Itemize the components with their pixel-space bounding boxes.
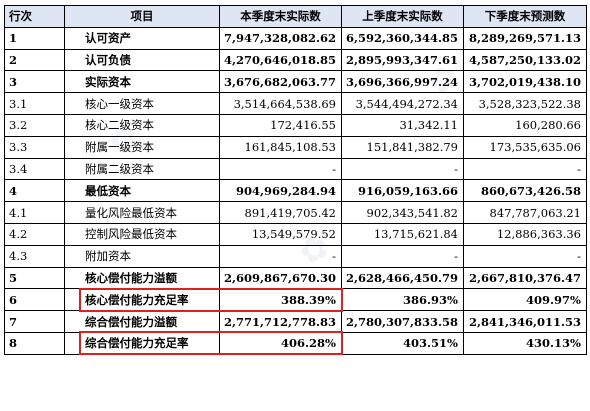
row-number-cell: 4.3 xyxy=(4,244,65,268)
row-number-cell: 3 xyxy=(4,70,65,94)
current-quarter-cell: 3,676,682,063.77 xyxy=(219,70,342,94)
item-name-cell: 核心偿付能力充足率 xyxy=(64,288,220,312)
current-quarter-cell: 3,514,664,538.69 xyxy=(219,92,342,115)
table-row: 4.1 量化风险最低资本 891,419,705.42 902,343,541.82 8… xyxy=(4,201,587,224)
table-row: 8 综合偿付能力充足率 406.28% 403.51% 430.13% xyxy=(4,331,587,355)
row-number-cell: 5 xyxy=(4,266,65,290)
forecast-cell: 847,787,063.21 xyxy=(463,201,587,224)
forecast-cell: 160,280.66 xyxy=(463,113,587,137)
forecast-cell: 409.97% xyxy=(463,288,587,312)
table-row: 1 认可资产 7,947,328,082.62 6,592,360,344.85 8,2… xyxy=(4,26,587,50)
item-name-cell: 核心一级资本 xyxy=(64,92,220,115)
header-row-number: 行次 xyxy=(4,5,65,28)
item-name-cell: 附属一级资本 xyxy=(64,135,220,159)
previous-quarter-cell: 151,841,382.79 xyxy=(341,135,464,159)
item-name-cell: 附属二级资本 xyxy=(64,157,220,181)
table-row: 6 核心偿付能力充足率 388.39% 386.93% 409.97% xyxy=(4,288,587,312)
table-row: 5 核心偿付能力溢额 2,609,867,670.30 2,628,466,450.7… xyxy=(4,266,587,290)
forecast-cell: 3,702,019,438.10 xyxy=(463,70,587,94)
current-quarter-cell: 388.39% xyxy=(219,288,342,312)
current-quarter-cell: 13,549,579.52 xyxy=(219,222,342,246)
row-number-cell: 6 xyxy=(4,288,65,312)
current-quarter-cell: 161,845,108.53 xyxy=(219,135,342,159)
item-name-cell: 最低资本 xyxy=(64,179,220,203)
row-number-cell: 4.1 xyxy=(4,201,65,224)
forecast-cell: 12,886,363.36 xyxy=(463,222,587,246)
current-quarter-cell: 2,771,712,778.83 xyxy=(219,310,342,333)
current-quarter-cell: 891,419,705.42 xyxy=(219,201,342,224)
current-quarter-cell: 172,416.55 xyxy=(219,113,342,137)
header-previous-quarter: 上季度末实际数 xyxy=(341,5,464,28)
previous-quarter-cell: 386.93% xyxy=(341,288,464,312)
previous-quarter-cell: 13,715,621.84 xyxy=(341,222,464,246)
previous-quarter-cell: - xyxy=(341,157,464,181)
row-number-cell: 1 xyxy=(4,26,65,50)
header-next-quarter-forecast: 下季度末预测数 xyxy=(463,5,587,28)
row-number-cell: 4 xyxy=(4,179,65,203)
previous-quarter-cell: 31,342.11 xyxy=(341,113,464,137)
table-row: 4.2 控制风险最低资本 13,549,579.52 13,715,621.84 12,… xyxy=(4,222,587,246)
previous-quarter-cell: 403.51% xyxy=(341,331,464,355)
current-quarter-cell: 2,609,867,670.30 xyxy=(219,266,342,290)
current-quarter-cell: - xyxy=(219,157,342,181)
forecast-cell: 430.13% xyxy=(463,331,587,355)
current-quarter-cell: 7,947,328,082.62 xyxy=(219,26,342,50)
forecast-cell: - xyxy=(463,157,587,181)
forecast-cell: - xyxy=(463,244,587,268)
previous-quarter-cell: 2,628,466,450.79 xyxy=(341,266,464,290)
previous-quarter-cell: - xyxy=(341,244,464,268)
table-row: 3.3 附属一级资本 161,845,108.53 151,841,382.79 173… xyxy=(4,135,587,159)
previous-quarter-cell: 902,343,541.82 xyxy=(341,201,464,224)
row-number-cell: 7 xyxy=(4,310,65,333)
previous-quarter-cell: 916,059,163.66 xyxy=(341,179,464,203)
previous-quarter-cell: 3,544,494,272.34 xyxy=(341,92,464,115)
table-row: 3.1 核心一级资本 3,514,664,538.69 3,544,494,272.3… xyxy=(4,92,587,115)
header-item: 项目 xyxy=(64,5,220,28)
row-number-cell: 3.4 xyxy=(4,157,65,181)
item-name-cell: 控制风险最低资本 xyxy=(64,222,220,246)
item-name-cell: 实际资本 xyxy=(64,70,220,94)
current-quarter-cell: 406.28% xyxy=(219,331,342,355)
row-number-cell: 4.2 xyxy=(4,222,65,246)
table-row: 7 综合偿付能力溢额 2,771,712,778.83 2,780,307,833.5… xyxy=(4,310,587,333)
table-row: 3.4 附属二级资本 - - - xyxy=(4,157,587,181)
forecast-cell: 3,528,323,522.38 xyxy=(463,92,587,115)
previous-quarter-cell: 2,780,307,833.58 xyxy=(341,310,464,333)
table-header-row: 行次 项目 本季度末实际数 上季度末实际数 下季度末预测数 xyxy=(4,5,587,28)
table-row: 3.2 核心二级资本 172,416.55 31,342.11 160,280.66 xyxy=(4,113,587,137)
previous-quarter-cell: 2,895,993,347.61 xyxy=(341,48,464,72)
current-quarter-cell: 904,969,284.94 xyxy=(219,179,342,203)
item-name-cell: 核心偿付能力溢额 xyxy=(64,266,220,290)
forecast-cell: 2,667,810,376.47 xyxy=(463,266,587,290)
forecast-cell: 860,673,426.58 xyxy=(463,179,587,203)
header-current-quarter: 本季度末实际数 xyxy=(219,5,342,28)
forecast-cell: 8,289,269,571.13 xyxy=(463,26,587,50)
item-name-cell: 认可资产 xyxy=(64,26,220,50)
item-name-cell: 综合偿付能力溢额 xyxy=(64,310,220,333)
current-quarter-cell: - xyxy=(219,244,342,268)
current-quarter-cell: 4,270,646,018.85 xyxy=(219,48,342,72)
table-row: 2 认可负债 4,270,646,018.85 2,895,993,347.61 4,5… xyxy=(4,48,587,72)
row-number-cell: 2 xyxy=(4,48,65,72)
row-number-cell: 8 xyxy=(4,331,65,355)
row-number-cell: 3.1 xyxy=(4,92,65,115)
item-name-cell: 核心二级资本 xyxy=(64,113,220,137)
table-row: 4.3 附加资本 - - - xyxy=(4,244,587,268)
forecast-cell: 173,535,635.06 xyxy=(463,135,587,159)
row-number-cell: 3.2 xyxy=(4,113,65,137)
item-name-cell: 认可负债 xyxy=(64,48,220,72)
previous-quarter-cell: 3,696,366,997.24 xyxy=(341,70,464,94)
item-name-cell: 量化风险最低资本 xyxy=(64,201,220,224)
previous-quarter-cell: 6,592,360,344.85 xyxy=(341,26,464,50)
forecast-cell: 2,841,346,011.53 xyxy=(463,310,587,333)
solvency-table: 行次 项目 本季度末实际数 上季度末实际数 下季度末预测数 1 认可资产 7,947… xyxy=(4,5,587,355)
table-row: 4 最低资本 904,969,284.94 916,059,163.66 860,673… xyxy=(4,179,587,203)
item-name-cell: 综合偿付能力充足率 xyxy=(64,331,220,355)
solvency-table-container: 行次 项目 本季度末实际数 上季度末实际数 下季度末预测数 1 认可资产 7,947… xyxy=(4,5,587,356)
table-row: 3 实际资本 3,676,682,063.77 3,696,366,997.24 3,7… xyxy=(4,70,587,94)
item-name-cell: 附加资本 xyxy=(64,244,220,268)
forecast-cell: 4,587,250,133.02 xyxy=(463,48,587,72)
row-number-cell: 3.3 xyxy=(4,135,65,159)
